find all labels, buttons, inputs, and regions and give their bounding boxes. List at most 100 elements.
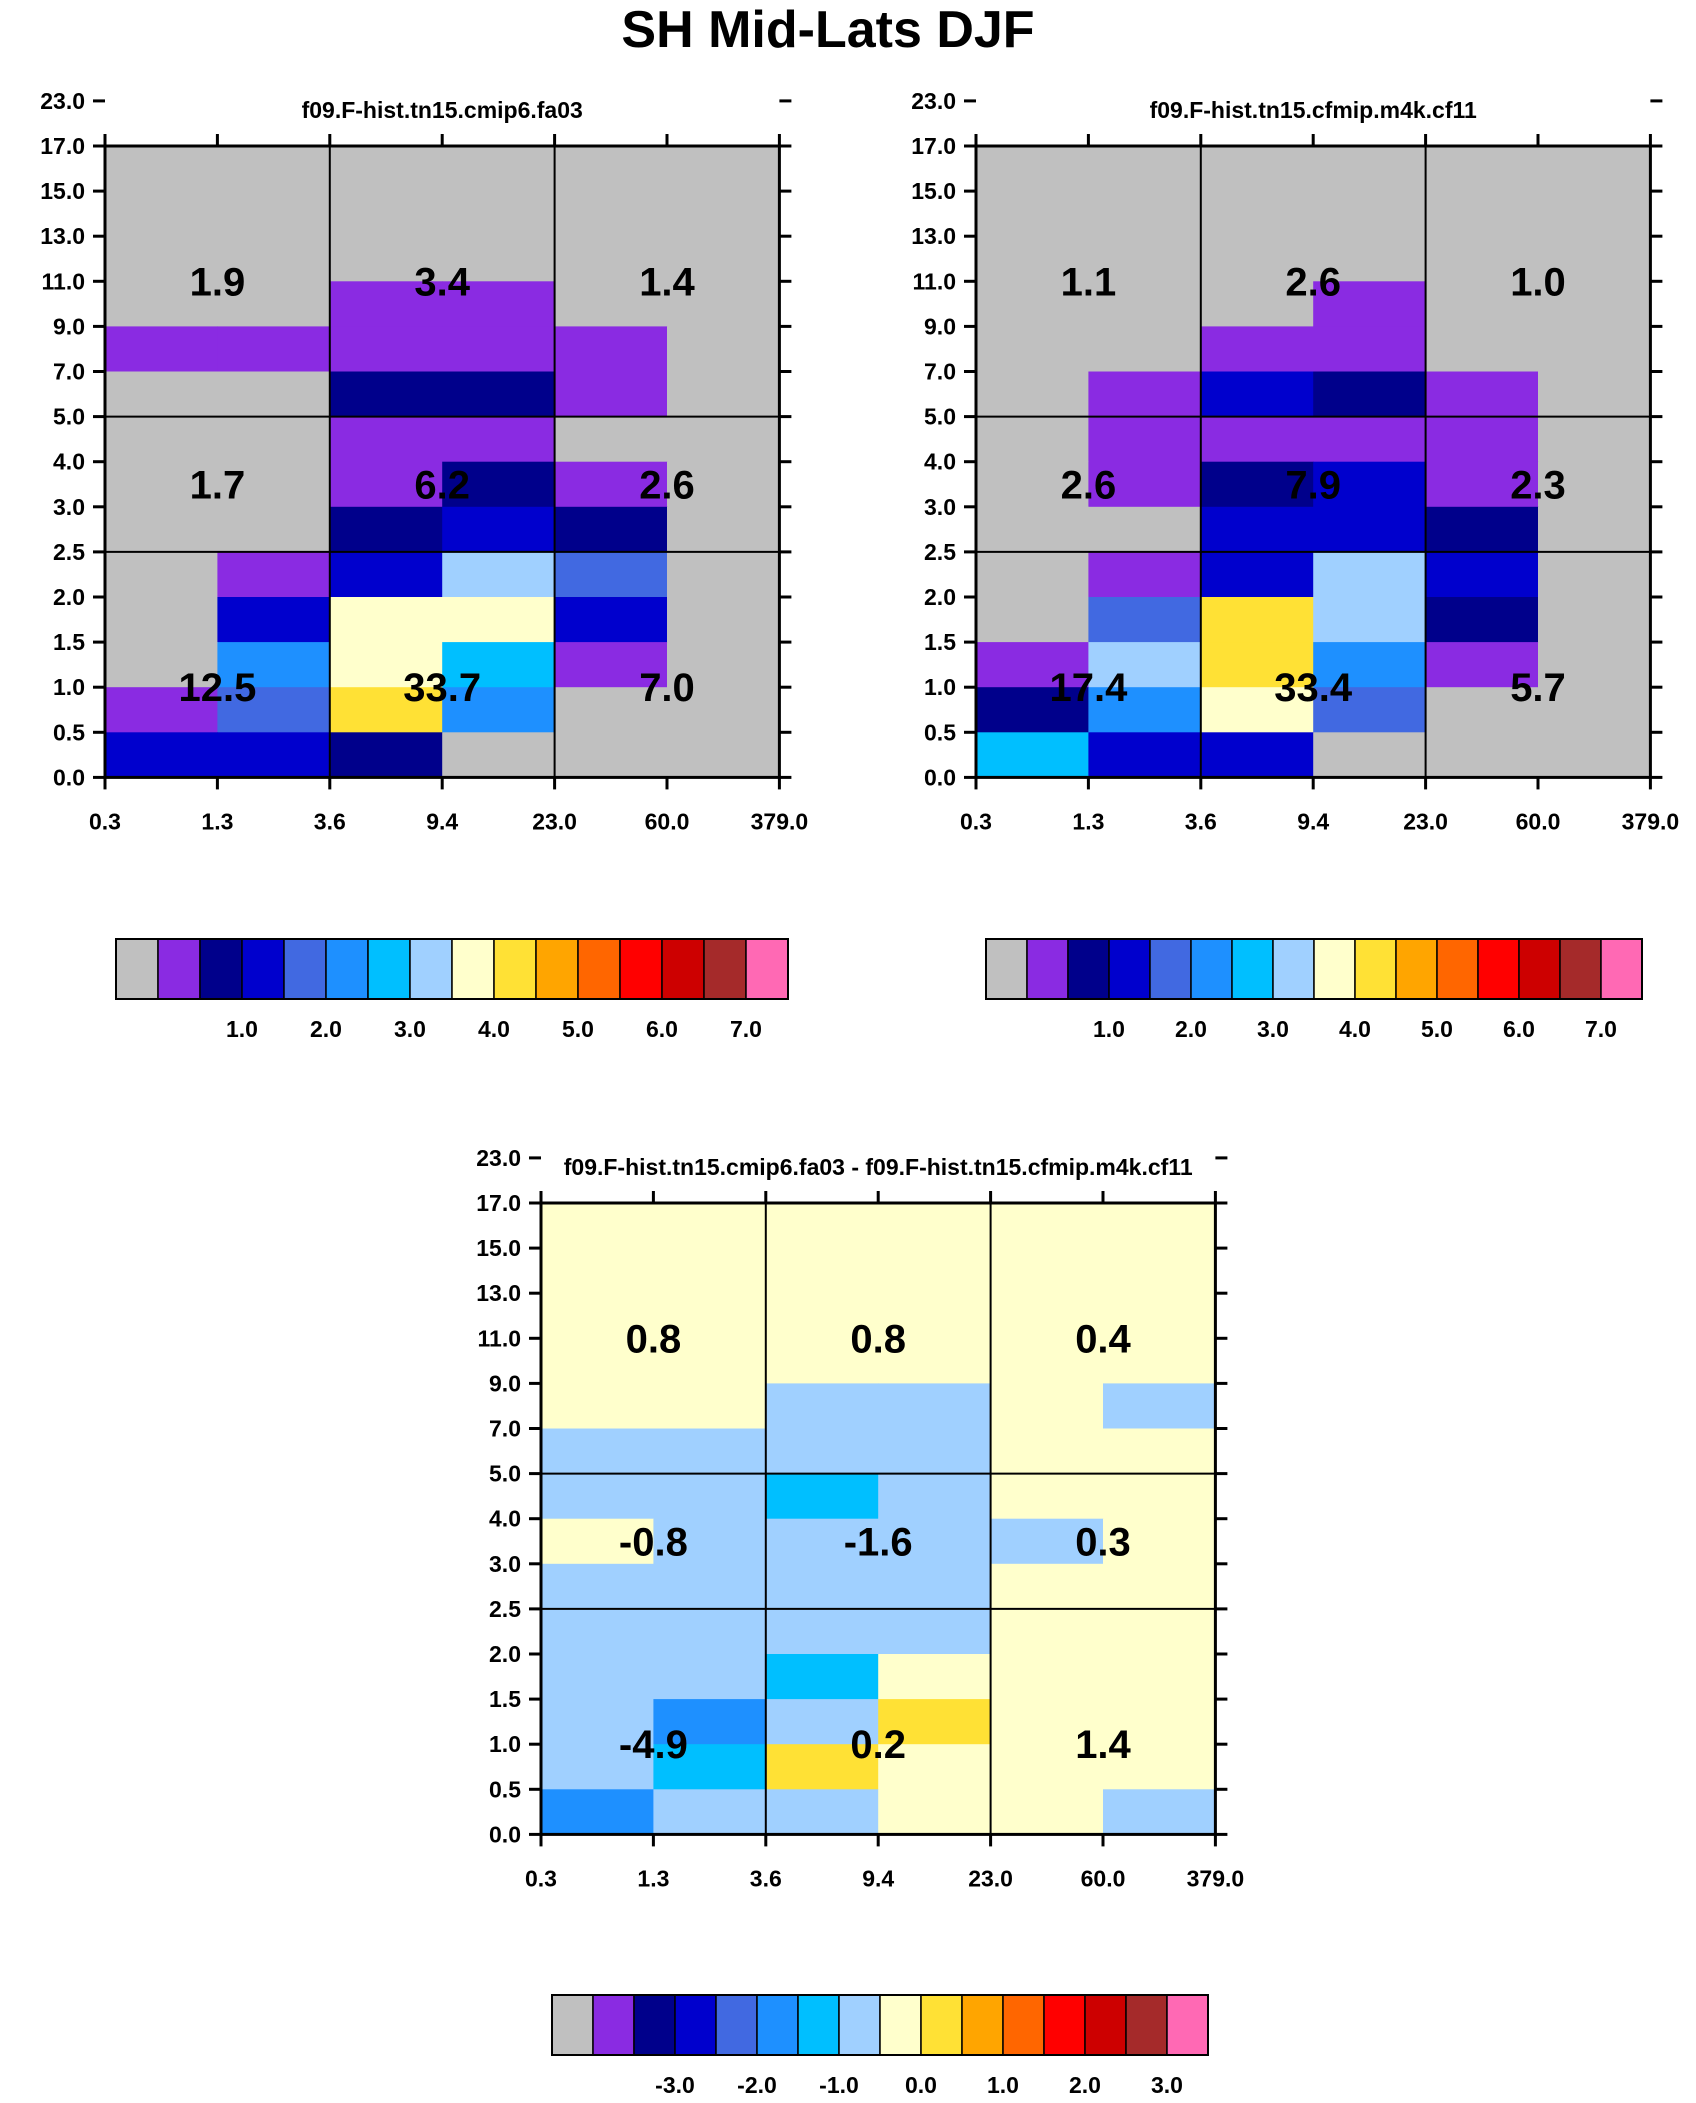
y-tick-label: 5.0 [924,404,956,430]
heatmap-cell [667,506,780,553]
y-tick-label: 3.0 [489,1551,521,1577]
heatmap-cell [1103,1248,1216,1294]
y-tick-label: 0.0 [53,764,85,790]
box-value-label: 7.9 [1285,463,1341,507]
x-tick-label: 0.3 [960,808,992,834]
heatmap-cell [217,551,331,598]
box-value-label: 0.3 [1075,1520,1131,1564]
heatmap-cell [878,1338,992,1384]
heatmap-cell [554,416,668,463]
panel-3: f09.F-hist.tn15.cmip6.fa03 - f09.F-hist.… [476,1145,1244,2098]
heatmap-cell [329,732,443,778]
y-tick-label: 0.0 [489,1821,521,1847]
heatmap-cell [990,1563,1104,1610]
heatmap-cell [1103,1744,1216,1790]
colorbar: 1.0 2.0 3.0 4.0 5.0 6.0 7.0 [115,938,789,1042]
heatmap-cell [667,687,780,733]
heatmap-cell [667,281,780,327]
box-value-label: 12.5 [178,666,256,710]
heatmap-cell [1088,236,1202,282]
heatmap-cell [765,1473,879,1520]
heatmap-cell [442,732,556,778]
heatmap-cell [1103,1428,1216,1475]
colorbar-swatch [1190,938,1233,1000]
heatmap-cell [1103,1699,1216,1745]
heatmap-cell [765,1428,879,1475]
heatmap-cell [653,1654,767,1700]
y-tick-label: 7.0 [53,359,85,385]
heatmap-cell [217,506,331,553]
colorbar-swatch [1084,1994,1127,2056]
heatmap-cell [541,1428,654,1475]
heatmap-cell [1103,1203,1216,1249]
heatmap-cell [541,1338,654,1384]
box-value-label: 0.4 [1075,1317,1131,1361]
heatmap-cell [765,1383,879,1429]
heatmap-cell [1200,597,1314,643]
heatmap-cell [667,236,780,282]
colorbar-label: 5.0 [1421,1016,1453,1042]
heatmap-cell [653,1248,767,1294]
heatmap-cell [1313,416,1427,463]
heatmap-cell [1103,1383,1216,1429]
heatmap-cell [1313,597,1427,643]
heatmap-cell [1425,236,1539,282]
y-tick-label: 1.5 [924,629,956,655]
heatmap-cell [1313,281,1427,327]
heatmap-cell [765,1518,879,1565]
y-tick-label: 15.0 [40,178,85,204]
heatmap-cell [1103,1608,1216,1655]
x-tick-label: 0.3 [89,808,121,834]
panel-1: f09.F-hist.tn15.cmip6.fa03 0.3 1.3 3.6 9.4 23… [40,88,808,1042]
y-tick-label: 13.0 [40,223,85,249]
heatmap-cell [1425,146,1539,192]
heatmap-cell [105,326,218,372]
heatmap-cell [1200,191,1314,237]
colorbar-swatch [961,1994,1004,2056]
box-value-label: 2.6 [1061,463,1117,507]
panel-title: f09.F-hist.tn15.cmip6.fa03 - f09.F-hist.… [564,1154,1193,1180]
heatmap-cell [878,1563,992,1610]
heatmap-cell [1088,597,1202,643]
heatmap-cell [442,371,556,418]
heatmap-cell [1088,506,1202,553]
heatmap-cell [217,687,331,733]
heatmap-cell [1538,191,1651,237]
colorbar-swatch [1043,1994,1086,2056]
heatmap-cell [1538,326,1651,372]
heatmap-cell [105,642,218,688]
heatmap-cell [878,1518,992,1565]
heatmap-cell [878,1744,992,1790]
x-tick-label: 0.3 [525,1865,557,1891]
colorbar-swatch [325,938,369,1000]
heatmap-cell [976,326,1089,372]
colorbar-swatch [1002,1994,1045,2056]
colorbar-swatch [879,1994,922,2056]
heatmap-cell [765,1293,879,1339]
heatmap-cell [1538,642,1651,688]
heatmap-cell [878,1293,992,1339]
heatmap-cell [217,461,331,508]
heatmap-cell [217,281,331,327]
heatmap-cell [1088,326,1202,372]
colorbar-label: -3.0 [655,2072,695,2098]
colorbar-swatch [1600,938,1643,1000]
heatmap-cell [1200,551,1314,598]
heatmap-cell [105,281,218,327]
heatmap-cell [1425,642,1539,688]
heatmap-cell [990,1699,1104,1745]
box-value-label: 1.9 [190,260,246,304]
heatmap-cell [1425,597,1539,643]
heatmap-cell [765,1608,879,1655]
heatmap-cell [990,1293,1104,1339]
x-tick-label: 379.0 [1187,1865,1245,1891]
heatmap-cell [554,687,668,733]
heatmap-cell [765,1563,879,1610]
heatmap-cell [1103,1518,1216,1565]
colorbar-swatch [577,938,621,1000]
heatmap-cell [667,461,780,508]
heatmap-cell [217,371,331,418]
heatmap-cell [554,506,668,553]
heatmap-cell [105,191,218,237]
colorbar-swatch [661,938,705,1000]
